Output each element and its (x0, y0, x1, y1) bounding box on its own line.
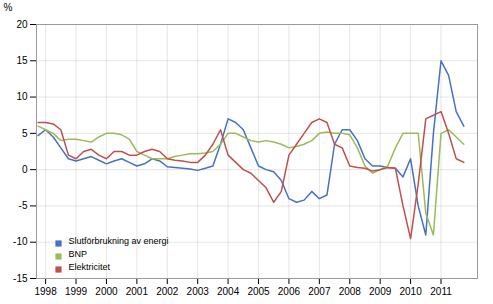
svg-text:-15: -15 (13, 273, 28, 284)
svg-text:BNP: BNP (69, 249, 88, 259)
svg-text:2000: 2000 (95, 286, 118, 297)
svg-text:Elektricitet: Elektricitet (69, 262, 111, 272)
svg-text:2009: 2009 (369, 286, 392, 297)
svg-text:1999: 1999 (65, 286, 88, 297)
svg-text:1998: 1998 (34, 286, 57, 297)
svg-text:5: 5 (22, 128, 28, 139)
svg-text:2004: 2004 (217, 286, 240, 297)
svg-text:Slutförbrukning av energi: Slutförbrukning av energi (69, 236, 169, 246)
svg-text:0: 0 (22, 164, 28, 175)
svg-text:2006: 2006 (278, 286, 301, 297)
svg-text:2001: 2001 (126, 286, 149, 297)
svg-text:2011: 2011 (430, 286, 452, 297)
svg-text:-5: -5 (19, 200, 28, 211)
svg-text:2005: 2005 (247, 286, 270, 297)
svg-text:-10: -10 (13, 236, 28, 247)
svg-text:%: % (4, 2, 13, 13)
svg-text:20: 20 (16, 19, 28, 30)
svg-text:10: 10 (16, 91, 28, 102)
svg-text:2007: 2007 (308, 286, 331, 297)
svg-text:2010: 2010 (399, 286, 422, 297)
svg-text:2002: 2002 (156, 286, 179, 297)
svg-text:15: 15 (16, 55, 28, 66)
svg-text:2003: 2003 (187, 286, 210, 297)
svg-text:2008: 2008 (339, 286, 362, 297)
